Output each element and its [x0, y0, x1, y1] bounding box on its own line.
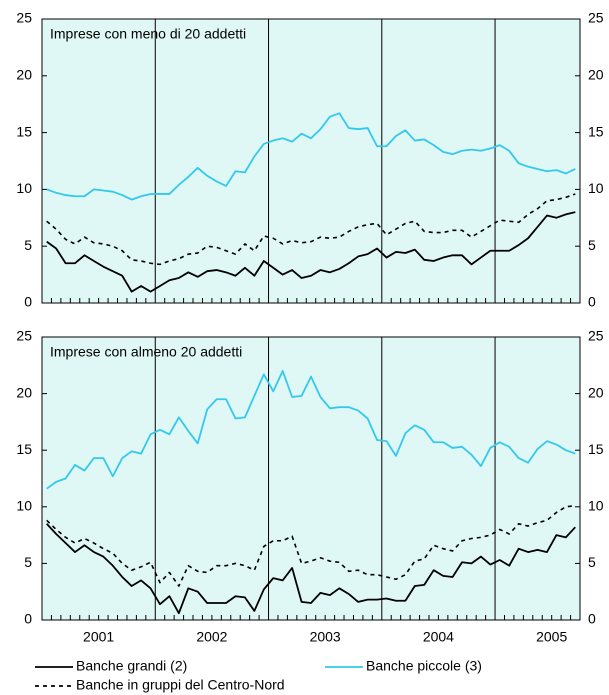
plot-area: [41, 336, 581, 621]
series-line: [46, 112, 576, 201]
y2-tick-label: 0: [588, 611, 596, 627]
plot-area: [41, 18, 581, 304]
x-tick-label: 2004: [423, 629, 454, 645]
legend-label: Banche piccole (3): [366, 658, 482, 674]
series-line: [46, 523, 576, 615]
y2-tick-label: 25: [588, 328, 604, 344]
y-tick-label: 0: [24, 611, 32, 627]
y-tick-label: 15: [16, 123, 32, 139]
y2-tick-label: 20: [588, 67, 604, 83]
y-tick-label: 5: [24, 237, 32, 253]
y2-tick-label: 5: [588, 237, 596, 253]
x-tick-label: 2005: [536, 629, 567, 645]
legend-label: Banche grandi (2): [76, 658, 187, 674]
series-line: [46, 504, 576, 587]
series-line: [46, 211, 576, 293]
y-tick-label: 20: [16, 384, 32, 400]
series-line: [46, 370, 576, 490]
y-tick-label: 10: [16, 180, 32, 196]
y-tick-label: 20: [16, 67, 32, 83]
y2-tick-label: 5: [588, 554, 596, 570]
y2-tick-label: 25: [588, 10, 604, 26]
y2-tick-label: 20: [588, 384, 604, 400]
x-tick-label: 2003: [310, 629, 341, 645]
x-tick-label: 2001: [83, 629, 114, 645]
x-tick-label: 2002: [196, 629, 227, 645]
y-tick-label: 5: [24, 554, 32, 570]
y-tick-label: 25: [16, 10, 32, 26]
legend-label: Banche in gruppi del Centro-Nord: [76, 677, 285, 693]
y2-tick-label: 10: [588, 180, 604, 196]
y2-tick-label: 15: [588, 441, 604, 457]
y-tick-label: 15: [16, 441, 32, 457]
y-tick-label: 0: [24, 294, 32, 310]
y2-tick-label: 0: [588, 294, 596, 310]
y2-tick-label: 10: [588, 498, 604, 514]
panel-title: Imprese con almeno 20 addetti: [50, 344, 242, 360]
y-tick-label: 25: [16, 328, 32, 344]
panel-title: Imprese con meno di 20 addetti: [50, 26, 246, 42]
y2-tick-label: 15: [588, 123, 604, 139]
y-tick-label: 10: [16, 498, 32, 514]
series-line: [46, 193, 576, 266]
